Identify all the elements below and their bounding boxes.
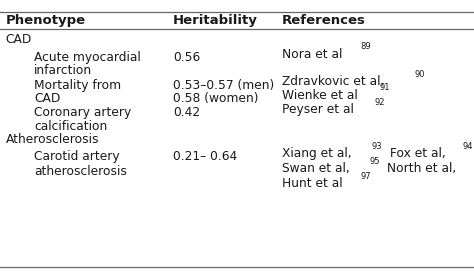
Text: Heritability: Heritability [173,14,258,27]
Text: Zdravkovic et al,: Zdravkovic et al, [282,76,384,89]
Text: North et al,: North et al, [383,162,456,175]
Text: atherosclerosis: atherosclerosis [34,165,127,178]
Text: Carotid artery: Carotid artery [34,150,120,163]
Text: Swan et al,: Swan et al, [282,162,350,175]
Text: Peyser et al: Peyser et al [282,103,354,116]
Text: 0.58 (women): 0.58 (women) [173,92,258,105]
Text: 97: 97 [360,172,371,181]
Text: 0.21– 0.64: 0.21– 0.64 [173,150,237,163]
Text: 94: 94 [463,141,473,150]
Text: Atherosclerosis: Atherosclerosis [6,133,99,146]
Text: 95: 95 [369,156,380,165]
Text: Acute myocardial: Acute myocardial [34,51,141,64]
Text: 0.42: 0.42 [173,106,200,119]
Text: infarction: infarction [34,64,92,77]
Text: 93: 93 [372,141,383,150]
Text: Coronary artery: Coronary artery [34,106,131,119]
Text: Xiang et al,: Xiang et al, [282,147,352,160]
Text: Phenotype: Phenotype [6,14,86,27]
Text: Fox et al,: Fox et al, [385,147,446,160]
Text: Hunt et al: Hunt et al [282,177,343,190]
Text: 0.53–0.57 (men): 0.53–0.57 (men) [173,79,274,92]
Text: CAD: CAD [34,92,61,105]
Text: CAD: CAD [6,33,32,46]
Text: Nora et al: Nora et al [282,48,342,61]
Text: 89: 89 [360,42,371,51]
Text: 92: 92 [375,98,385,107]
Text: References: References [282,14,366,27]
Text: calcification: calcification [34,119,108,133]
Text: 91: 91 [380,83,390,92]
Text: Mortality from: Mortality from [34,79,121,92]
Text: 0.56: 0.56 [173,51,200,64]
Text: Wienke et al: Wienke et al [282,89,358,102]
Text: 90: 90 [414,70,425,79]
